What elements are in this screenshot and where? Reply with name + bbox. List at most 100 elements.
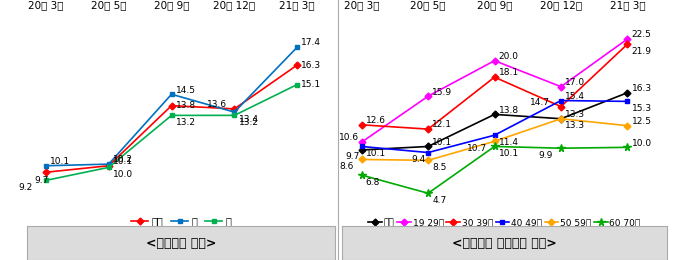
Text: 10.0: 10.0 <box>632 139 652 148</box>
Text: 12.1: 12.1 <box>432 120 452 129</box>
Text: 17.4: 17.4 <box>301 38 321 48</box>
40 49세 <box>557 99 565 102</box>
30 39세 <box>557 105 565 108</box>
Text: 12.5: 12.5 <box>632 117 652 126</box>
19 29세 <box>424 95 432 98</box>
Text: 13.3: 13.3 <box>565 110 585 119</box>
Text: 13.6: 13.6 <box>207 100 226 109</box>
여 <box>42 179 50 182</box>
Text: 18.1: 18.1 <box>499 68 519 77</box>
Text: 8.5: 8.5 <box>432 163 447 172</box>
Text: 13.2: 13.2 <box>176 118 195 127</box>
전체 <box>42 171 50 174</box>
30 39세 <box>623 43 632 46</box>
넘 <box>293 46 301 49</box>
Text: 12.6: 12.6 <box>366 116 386 125</box>
60 70세 <box>424 192 432 195</box>
Line: 전체: 전체 <box>43 63 300 175</box>
50 59세 <box>358 158 366 161</box>
Line: 전체: 전체 <box>359 90 630 152</box>
Text: 13.4: 13.4 <box>239 115 259 123</box>
Text: 10.1: 10.1 <box>499 149 519 158</box>
Text: 13.8: 13.8 <box>176 101 196 110</box>
40 49세 <box>424 151 432 154</box>
전체 <box>424 145 432 148</box>
여 <box>168 114 176 117</box>
Legend: 전체, 넘, 여: 전체, 넘, 여 <box>127 213 235 230</box>
전체 <box>104 164 113 167</box>
Text: 4.7: 4.7 <box>432 196 446 205</box>
Text: <연령대별 자살생각 비율>: <연령대별 자살생각 비율> <box>452 237 557 250</box>
19 29세 <box>491 59 499 62</box>
Text: 13.3: 13.3 <box>565 121 585 130</box>
Text: 9.7: 9.7 <box>34 176 49 185</box>
Line: 19 29세: 19 29세 <box>359 37 630 145</box>
Text: 9.4: 9.4 <box>411 155 426 164</box>
Text: 9.2: 9.2 <box>18 183 32 192</box>
30 39세 <box>358 123 366 126</box>
여 <box>293 83 301 86</box>
Text: 6.8: 6.8 <box>366 178 380 186</box>
Text: 9.7: 9.7 <box>345 152 359 161</box>
Line: 60 70세: 60 70세 <box>358 143 632 197</box>
60 70세 <box>557 147 565 150</box>
19 29세 <box>557 85 565 88</box>
넘 <box>168 93 176 96</box>
Text: 10.7: 10.7 <box>467 144 487 153</box>
50 59세 <box>424 159 432 162</box>
60 70세 <box>491 145 499 148</box>
Text: 13.8: 13.8 <box>499 106 519 115</box>
Text: 14.5: 14.5 <box>176 86 195 95</box>
Text: 9.9: 9.9 <box>539 151 553 160</box>
60 70세 <box>623 146 632 149</box>
여 <box>231 114 239 117</box>
Legend: 전체, 19 29세, 30 39세, 40 49세, 50 59세, 60 70세: 전체, 19 29세, 30 39세, 40 49세, 50 59세, 60 7… <box>365 214 644 231</box>
40 49세 <box>623 100 632 103</box>
50 59세 <box>557 117 565 120</box>
전체 <box>358 148 366 152</box>
50 59세 <box>491 140 499 143</box>
19 29세 <box>623 37 632 41</box>
Line: 여: 여 <box>43 82 300 183</box>
넘 <box>42 164 50 167</box>
Text: 10.1: 10.1 <box>366 149 386 158</box>
30 39세 <box>424 128 432 131</box>
Text: 10.1: 10.1 <box>50 157 70 166</box>
넘 <box>104 162 113 166</box>
Text: 13.2: 13.2 <box>239 118 259 127</box>
Text: 15.3: 15.3 <box>632 104 652 113</box>
Text: 14.7: 14.7 <box>530 98 551 107</box>
전체 <box>491 113 499 116</box>
Text: 22.5: 22.5 <box>632 30 652 39</box>
Line: 40 49세: 40 49세 <box>359 98 630 155</box>
Text: 10.0: 10.0 <box>113 170 133 179</box>
30 39세 <box>491 76 499 79</box>
40 49세 <box>491 134 499 137</box>
Text: 8.6: 8.6 <box>340 162 354 171</box>
Text: 11.4: 11.4 <box>499 138 519 147</box>
전체 <box>557 117 565 120</box>
19 29세 <box>358 141 366 144</box>
Text: 16.3: 16.3 <box>632 84 652 93</box>
Text: 10.6: 10.6 <box>340 133 359 142</box>
Line: 30 39세: 30 39세 <box>359 42 630 132</box>
Text: 10.1: 10.1 <box>113 157 133 166</box>
Text: 17.0: 17.0 <box>565 78 585 87</box>
Text: 10.2: 10.2 <box>113 155 133 165</box>
Line: 50 59세: 50 59세 <box>359 116 630 163</box>
넘 <box>231 110 239 114</box>
전체 <box>231 107 239 110</box>
Line: 넘: 넘 <box>43 45 300 168</box>
Text: 15.4: 15.4 <box>565 92 585 101</box>
Text: 15.1: 15.1 <box>301 80 321 89</box>
40 49세 <box>358 145 366 148</box>
전체 <box>293 63 301 67</box>
Text: 15.9: 15.9 <box>432 88 452 96</box>
Text: 10.1: 10.1 <box>432 138 452 147</box>
여 <box>104 166 113 169</box>
60 70세 <box>358 173 366 177</box>
Text: <자살생각 비율>: <자살생각 비율> <box>146 237 216 250</box>
전체 <box>623 91 632 94</box>
Text: 16.3: 16.3 <box>301 61 321 69</box>
전체 <box>168 104 176 107</box>
